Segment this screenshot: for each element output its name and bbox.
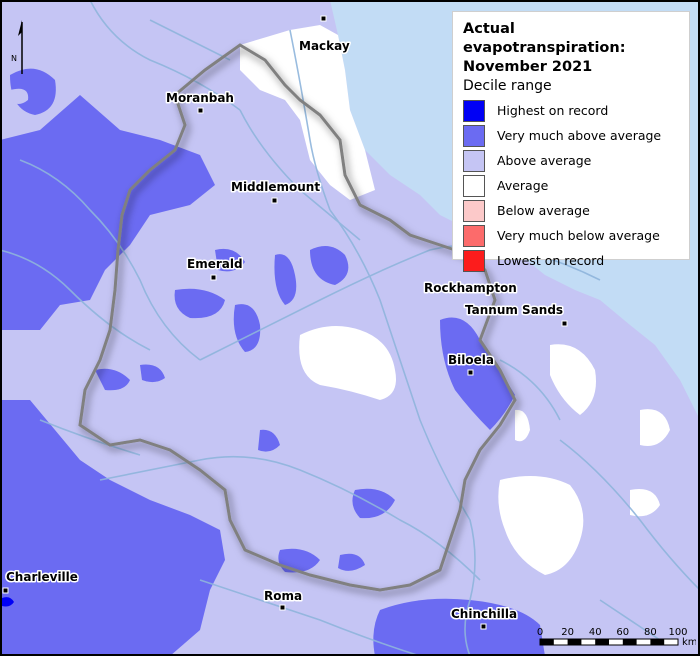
legend-title-line1: Actual evapotranspiration: [463,21,626,56]
town-marker-charleville [2,587,9,594]
town-label-roma: Roma [264,589,302,603]
legend-item-below-average: Below average [463,198,679,223]
legend-item-above-average: Above average [463,148,679,173]
legend-swatch [463,149,485,172]
town-marker-chinchilla [480,623,487,630]
legend-title-line2: November 2021 [463,59,593,75]
scale-unit: km [682,637,696,648]
town-marker-emerald [210,274,217,281]
legend-item-label: Very much above average [497,128,662,143]
scale-tick-label: 100 [668,627,687,638]
scale-bar: 0 20 40 60 80 100 km [536,625,696,649]
north-arrow: N [8,18,30,78]
town-marker-roma [279,604,286,611]
legend: Actual evapotranspiration: November 2021… [452,11,690,272]
town-label-rockhampton: Rockhampton [424,281,517,295]
legend-swatch [463,174,485,197]
legend-item-label: Below average [497,203,590,218]
legend-swatch [463,124,485,147]
legend-swatch [463,199,485,222]
legend-item-very-much-above-average: Very much above average [463,123,679,148]
town-marker-mackay [320,15,327,22]
legend-item-label: Highest on record [497,103,609,118]
town-label-moranbah: Moranbah [166,91,234,105]
town-label-charleville: Charleville [6,570,78,584]
town-label-middlemount: Middlemount [231,180,320,194]
town-marker-moranbah [197,107,204,114]
region-outline [78,43,517,592]
legend-item-label: Very much below average [497,228,660,243]
town-marker-biloela [467,369,474,376]
legend-item-label: Average [497,178,549,193]
legend-subtitle: Decile range [463,78,552,94]
town-label-chinchilla: Chinchilla [451,607,517,621]
town-label-emerald: Emerald [187,257,243,271]
scale-tick-label: 0 [537,627,543,638]
legend-item-very-much-below-average: Very much below average [463,223,679,248]
highest-on-record-zone [2,597,14,607]
north-arrow-icon [18,20,23,74]
town-marker-middlemount [271,197,278,204]
scale-bar-graphic: 0 20 40 60 80 100 km [537,627,696,648]
scale-tick-label: 40 [589,627,602,638]
legend-item-highest-on-record: Highest on record [463,98,679,123]
town-marker-tannum-sands [561,320,568,327]
scale-tick-labels: 0 20 40 60 80 100 [537,627,688,638]
legend-item-lowest-on-record: Lowest on record [463,248,679,273]
legend-swatch [463,99,485,122]
legend-swatch [463,249,485,272]
legend-items: Highest on record Very much above averag… [463,98,679,273]
scale-tick-label: 60 [616,627,629,638]
scale-tick-label: 80 [644,627,657,638]
town-markers: Mackay Moranbah Middlemount Emerald Rock… [2,15,568,630]
town-label-biloela: Biloela [448,353,494,367]
town-label-tannum-sands: Tannum Sands [465,303,563,317]
very-much-above-average-zones [0,68,545,656]
town-label-mackay: Mackay [299,39,350,53]
legend-item-label: Above average [497,153,592,168]
legend-item-average: Average [463,173,679,198]
legend-item-label: Lowest on record [497,253,605,268]
north-letter: N [11,54,17,63]
scale-tick-label: 20 [561,627,574,638]
legend-swatch [463,224,485,247]
